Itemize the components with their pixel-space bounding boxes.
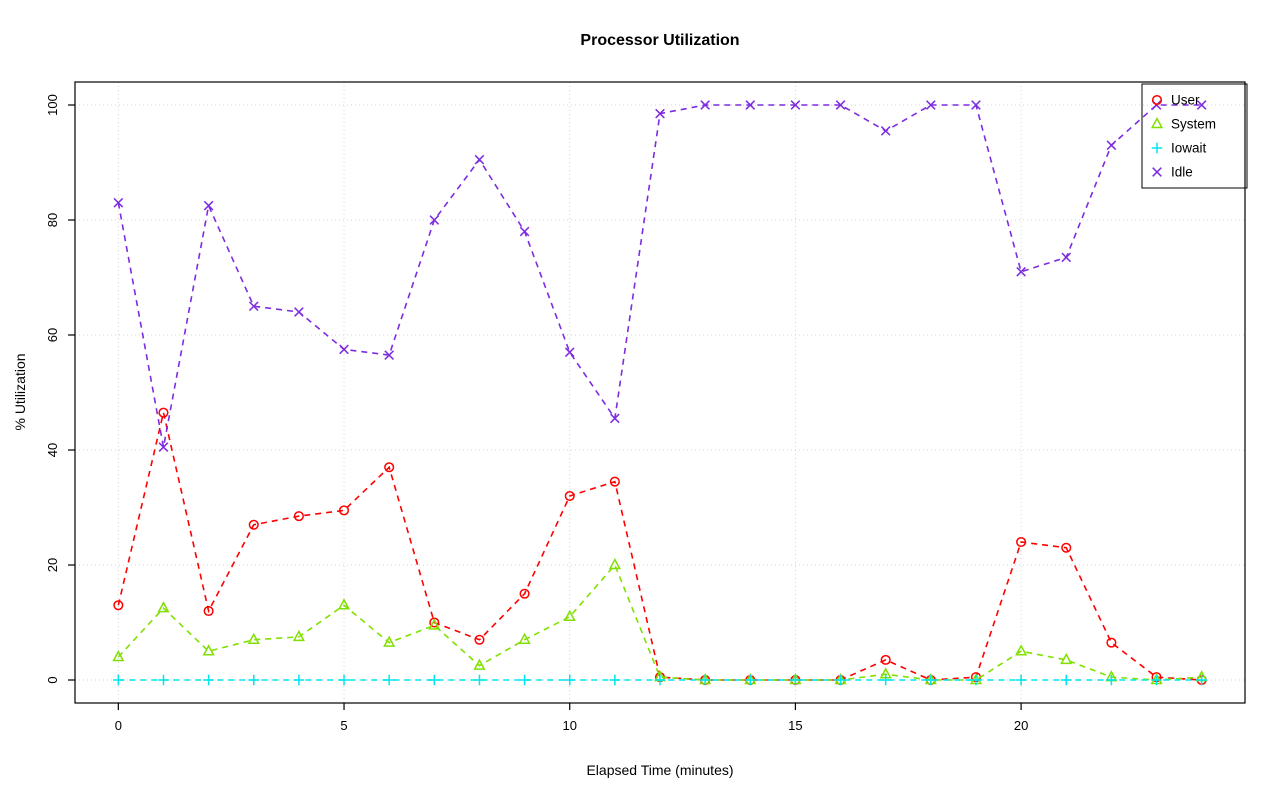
legend-label: System bbox=[1171, 117, 1216, 132]
x-tick-label: 15 bbox=[788, 718, 802, 733]
series-idle bbox=[113, 100, 1207, 452]
chart-title: Processor Utilization bbox=[580, 32, 740, 49]
x-tick-label: 5 bbox=[340, 718, 347, 733]
legend-label: User bbox=[1171, 93, 1200, 108]
x-tick-label: 10 bbox=[562, 718, 576, 733]
y-axis-label: % Utilization bbox=[12, 353, 28, 431]
y-tick-label: 80 bbox=[45, 213, 60, 227]
x-tick-label: 0 bbox=[115, 718, 122, 733]
gridlines bbox=[75, 82, 1245, 703]
legend-label: Idle bbox=[1171, 165, 1193, 180]
y-tick-label: 20 bbox=[45, 558, 60, 572]
x-tick-label: 20 bbox=[1014, 718, 1028, 733]
series-iowait bbox=[113, 674, 1207, 686]
y-tick-label: 60 bbox=[45, 328, 60, 342]
legend: User System Iowait Idle bbox=[1141, 83, 1248, 189]
legend-label: Iowait bbox=[1171, 141, 1207, 156]
plot-border bbox=[74, 81, 1246, 704]
x-axis-label: Elapsed Time (minutes) bbox=[586, 762, 734, 778]
y-tick-label: 100 bbox=[45, 94, 60, 116]
series-system bbox=[112, 558, 1208, 685]
y-tick-label: 0 bbox=[45, 676, 60, 683]
y-tick-label: 40 bbox=[45, 443, 60, 457]
axis-ticks: 0 5 10 15 20 0 20 40 60 80 100 bbox=[45, 94, 1028, 733]
